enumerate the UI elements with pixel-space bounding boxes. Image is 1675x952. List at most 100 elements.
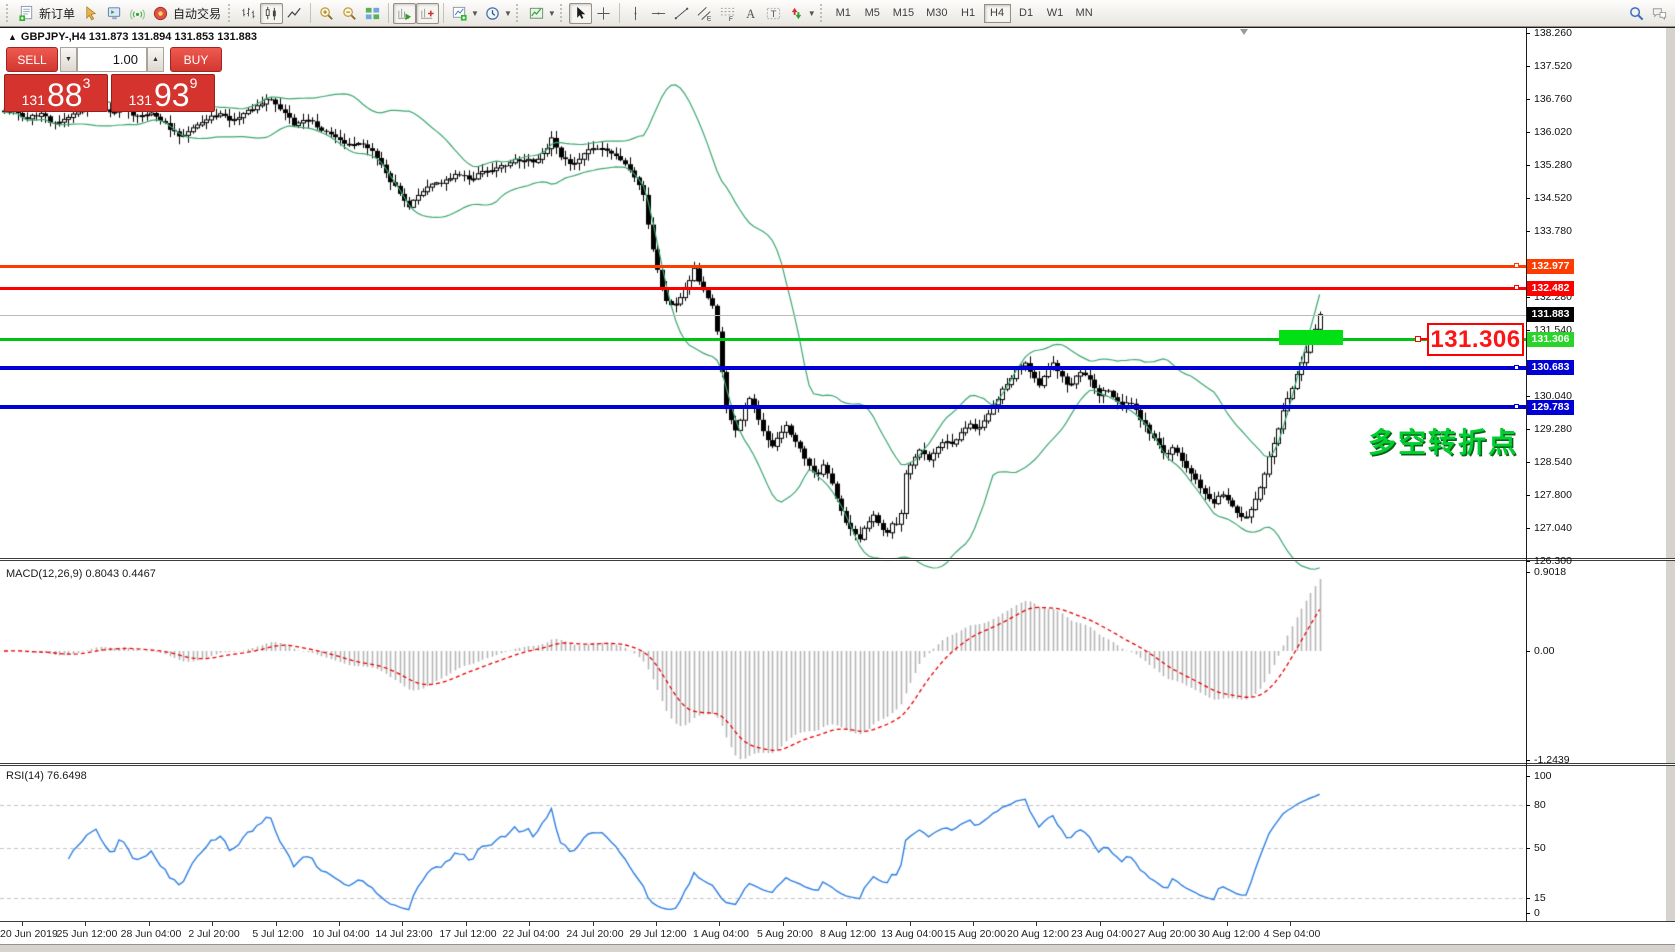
cursor-button[interactable]	[568, 2, 592, 24]
time-tick-label: 22 Jul 04:00	[502, 928, 560, 940]
search-icon[interactable]	[1625, 3, 1648, 24]
autotrading-label[interactable]: 自动交易	[173, 6, 222, 21]
price-axis[interactable]: 138.260 137.520 136.760 136.020 135.280 134.5…	[1526, 27, 1667, 945]
collapse-arrow-icon[interactable]: ▲	[8, 32, 17, 42]
channel-button[interactable]: E	[693, 3, 716, 24]
macd-tick-label: 0.9018	[1534, 566, 1567, 578]
current-price-line	[0, 315, 1526, 316]
time-tick	[149, 922, 150, 926]
volume-increase-button[interactable]: ▲	[147, 47, 164, 72]
line-chart-button[interactable]	[283, 3, 306, 24]
new-order-icon[interactable]	[15, 3, 38, 24]
timeframe-mn-button[interactable]: MN	[1075, 7, 1093, 19]
time-tick-label: 8 Aug 12:00	[819, 928, 877, 940]
time-tick	[529, 922, 530, 926]
arrows-caret-icon[interactable]: ▼	[807, 8, 816, 18]
chart-shift-marker-icon[interactable]	[1240, 29, 1248, 35]
rsi-panel-separator[interactable]	[0, 763, 1675, 766]
indicators-caret-icon[interactable]: ▼	[547, 8, 556, 18]
level-line-129.783[interactable]	[0, 405, 1526, 409]
zoom-in-button[interactable]	[315, 3, 338, 24]
new-order-label[interactable]: 新订单	[39, 6, 76, 21]
timeframe-m15-button[interactable]: M15	[892, 7, 915, 19]
timeframe-h1-button[interactable]: H1	[961, 7, 976, 19]
macd-tick-label: -1.2439	[1534, 754, 1570, 766]
sell-button[interactable]: SELL	[6, 47, 58, 72]
chart-shift-button[interactable]	[416, 2, 440, 24]
zoom-out-button[interactable]	[338, 3, 361, 24]
bar-chart-button[interactable]	[237, 3, 260, 24]
level-line-handle[interactable]	[1514, 263, 1519, 268]
time-tick	[1163, 922, 1164, 926]
chat-icon[interactable]	[1648, 3, 1671, 24]
symbol-info-line: ▲ GBPJPY-,H4 131.873 131.894 131.853 131.…	[8, 31, 257, 43]
profiles-button[interactable]	[481, 3, 504, 24]
volume-decrease-button[interactable]: ▼	[60, 47, 77, 72]
svg-text:T: T	[770, 8, 776, 19]
macd-panel-separator[interactable]	[0, 558, 1675, 561]
price-label-132.482: 132.482	[1527, 281, 1574, 296]
highlight-rectangle[interactable]	[1279, 330, 1343, 345]
new-chart-caret-icon[interactable]: ▼	[471, 8, 479, 18]
autotrading-icon[interactable]	[149, 3, 172, 24]
horizontal-line-button[interactable]	[647, 3, 670, 24]
level-line-130.683[interactable]	[0, 366, 1526, 370]
price-tick	[1526, 231, 1530, 232]
vertical-line-button[interactable]	[624, 3, 647, 24]
level-line-handle[interactable]	[1514, 365, 1519, 370]
window-frame-line	[0, 27, 1675, 28]
time-axis-separator	[0, 921, 1675, 922]
level-line-handle[interactable]	[1514, 404, 1519, 409]
text-label-button[interactable]: T	[762, 3, 785, 24]
timeframe-m30-button[interactable]: M30	[926, 7, 948, 19]
profiles-caret-icon[interactable]: ▼	[503, 8, 512, 18]
time-tick-label: 28 Jun 04:00	[120, 928, 182, 940]
signals-icon[interactable]	[126, 3, 149, 24]
price-callout-label[interactable]: 131.306	[1427, 323, 1524, 356]
terminal-icon[interactable]	[103, 3, 126, 24]
price-chart-canvas[interactable]	[0, 27, 1526, 945]
crosshair-button[interactable]	[592, 3, 615, 24]
level-line-handle[interactable]	[1514, 285, 1519, 290]
new-chart-button[interactable]	[448, 3, 471, 24]
time-tick	[783, 922, 784, 926]
timeframe-m5-button[interactable]: M5	[864, 7, 880, 19]
sell-price-button[interactable]: 131 88 3	[4, 74, 108, 112]
timeframe-w1-button[interactable]: W1	[1046, 7, 1064, 19]
time-tick-label: 10 Jul 04:00	[312, 928, 370, 940]
arrows-button[interactable]	[785, 3, 808, 24]
time-tick-label: 27 Aug 20:00	[1134, 928, 1196, 940]
time-tick	[719, 922, 720, 926]
text-button[interactable]: A	[739, 3, 762, 24]
fibonacci-button[interactable]: F	[716, 3, 739, 24]
time-tick	[593, 922, 594, 926]
trendline-button[interactable]	[670, 3, 693, 24]
time-tick-label: 5 Aug 20:00	[756, 928, 814, 940]
candlestick-chart-button[interactable]	[260, 2, 284, 24]
tile-windows-button[interactable]	[361, 3, 384, 24]
time-tick-label: 14 Jul 23:00	[375, 928, 433, 940]
timeframe-d1-button[interactable]: D1	[1019, 7, 1034, 19]
level-line-132.977[interactable]	[0, 265, 1526, 268]
macd-tick	[1526, 651, 1530, 652]
time-axis[interactable]: 20 Jun 2019 25 Jun 12:00 28 Jun 04:00 2 Jul…	[0, 922, 1675, 944]
toolbar-grip	[819, 4, 825, 22]
indicators-button[interactable]	[525, 3, 548, 24]
buy-button[interactable]: BUY	[170, 47, 222, 72]
buy-price-button[interactable]: 131 93 9	[111, 74, 215, 112]
toolbar-separator	[443, 3, 445, 23]
time-tick	[402, 922, 403, 926]
toolbar-grip	[515, 4, 521, 22]
time-tick-label: 30 Aug 12:00	[1198, 928, 1260, 940]
time-tick-label: 4 Sep 04:00	[1263, 928, 1321, 940]
level-line-132.482[interactable]	[0, 287, 1526, 290]
time-tick	[339, 922, 340, 926]
volume-input[interactable]	[77, 47, 147, 72]
price-tick-label: 138.260	[1534, 27, 1572, 39]
timeframe-m1-button[interactable]: M1	[835, 7, 851, 19]
timeframe-h4-button[interactable]: H4	[983, 3, 1011, 23]
auto-scroll-button[interactable]	[393, 2, 417, 24]
turning-point-annotation[interactable]: 多空转折点	[1368, 427, 1519, 458]
level-line-131.306[interactable]	[0, 338, 1526, 341]
metaeditor-icon[interactable]	[80, 3, 103, 24]
